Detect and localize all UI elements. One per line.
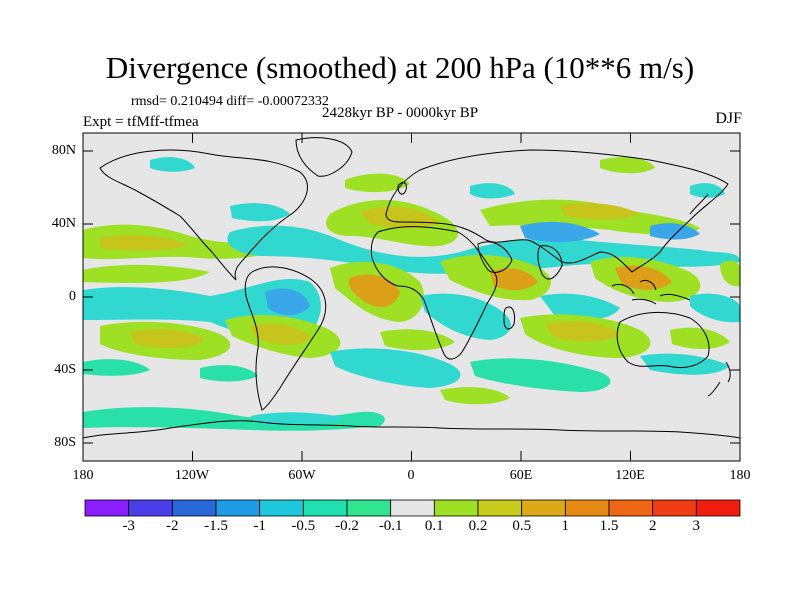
contour-blob xyxy=(545,321,620,342)
colorbar-tick-label: -1.5 xyxy=(204,518,228,534)
contour-blob xyxy=(130,329,205,349)
contour-blob xyxy=(615,265,672,290)
contour-blob xyxy=(470,183,515,199)
contour-blob xyxy=(250,412,345,426)
lon-tick-label: 180 xyxy=(729,468,751,483)
colorbar-swatch xyxy=(433,499,479,517)
colorbar-tick-label: -0.2 xyxy=(335,518,359,534)
map-title: Divergence (smoothed) at 200 hPa (10**6 … xyxy=(105,50,695,85)
coastline-north-america xyxy=(99,149,308,281)
colorbar-tick-label: 0.1 xyxy=(424,518,444,534)
colorbar-swatch xyxy=(652,499,697,517)
contour-blob xyxy=(265,288,310,316)
contour-blob xyxy=(360,206,440,229)
colorbar-swatch xyxy=(215,499,261,517)
coastline-south-america xyxy=(244,266,327,411)
colorbar-tick-label: -0.5 xyxy=(291,518,316,534)
colorbar-tick-label: -0.1 xyxy=(378,518,403,534)
axis-ticks xyxy=(83,133,740,461)
contour-blob xyxy=(83,264,210,283)
colorbar-swatch xyxy=(521,499,566,517)
colorbar-swatch xyxy=(564,499,610,517)
coastline-arabia-india xyxy=(477,241,563,280)
colorbar-swatch xyxy=(128,499,173,517)
contour-blob xyxy=(230,203,290,222)
contour-blob xyxy=(520,221,600,243)
contour-blob xyxy=(150,157,195,172)
contour-blob xyxy=(600,157,655,174)
stats-label: rmsd= 0.210494 diff= -0.00072332 xyxy=(131,94,329,109)
lat-tick-label: 40S xyxy=(54,362,76,377)
colorbar xyxy=(84,499,741,517)
colorbar-swatch xyxy=(171,499,217,517)
contour-blob xyxy=(420,293,511,340)
coastline-madagascar xyxy=(503,306,515,330)
contour-blob xyxy=(560,203,640,220)
colorbar-tick-label: -3 xyxy=(122,518,135,534)
contour-field xyxy=(83,157,740,431)
colorbar-tick-label: 0.2 xyxy=(468,518,488,534)
lat-tick-label: 40N xyxy=(51,216,76,231)
colorbar-tick-label: 3 xyxy=(692,518,701,534)
colorbar-tick-label: 1.5 xyxy=(599,518,619,534)
lon-tick-label: 60E xyxy=(509,468,533,483)
colorbar-tick-label: -1 xyxy=(253,518,266,534)
colorbar-tick-label: 1 xyxy=(561,518,570,534)
lon-tick-label: 120W xyxy=(174,468,210,483)
coastline-antarctica xyxy=(83,420,740,439)
lat-tick-label: 80S xyxy=(54,435,76,450)
coastline-australia xyxy=(616,311,710,369)
coastline-new-zealand xyxy=(707,361,731,397)
contour-blob xyxy=(690,183,725,198)
contour-blob xyxy=(440,387,510,405)
contour-blob xyxy=(83,359,150,376)
coastline-africa xyxy=(370,226,498,360)
lat-tick-label: 80N xyxy=(51,143,76,158)
lon-tick-label: 120E xyxy=(615,468,645,483)
coastline-greenland xyxy=(295,137,353,177)
contour-blob xyxy=(540,293,620,320)
experiment-label: Expt = tfMff-tfmea xyxy=(83,114,199,130)
colorbar-tick-label: 0.5 xyxy=(512,518,532,534)
coastline-eurasia xyxy=(385,149,729,273)
contour-blob xyxy=(330,348,461,388)
lon-tick-label: 60W xyxy=(288,468,316,483)
colorbar-swatch xyxy=(346,499,392,517)
contour-blob xyxy=(345,173,410,193)
contour-blob xyxy=(650,223,700,240)
coastline-indonesia xyxy=(611,279,691,305)
contour-blob xyxy=(640,353,730,375)
contour-blob xyxy=(720,260,740,287)
lon-tick-label: 0 xyxy=(407,468,415,483)
contour-blob xyxy=(470,358,611,392)
coastlines xyxy=(83,137,740,439)
colorbar-swatch xyxy=(608,499,654,517)
contour-blob xyxy=(348,274,400,307)
contour-blob xyxy=(100,235,190,251)
colorbar-tick-label: -2 xyxy=(166,518,179,534)
colorbar-swatch xyxy=(302,499,348,517)
contour-blob xyxy=(670,327,730,349)
colorbar-swatch xyxy=(259,499,304,517)
contour-blob xyxy=(250,323,312,345)
lat-tick-label: 0 xyxy=(69,289,76,304)
contour-blob xyxy=(200,365,258,382)
contour-blob xyxy=(490,268,538,291)
coastline-japan xyxy=(689,193,709,215)
colorbar-swatch xyxy=(390,499,435,517)
colorbar-swatch xyxy=(477,499,523,517)
coastline-uk xyxy=(397,182,407,195)
lon-tick-label: 180 xyxy=(72,468,94,483)
colorbar-swatch xyxy=(695,499,741,517)
contour-blob xyxy=(690,293,740,323)
colorbar-tick-label: 2 xyxy=(648,518,657,534)
season-label: DJF xyxy=(715,110,742,127)
time-range-label: 2428kyr BP - 0000kyr BP xyxy=(322,105,479,121)
colorbar-swatch xyxy=(84,499,130,517)
